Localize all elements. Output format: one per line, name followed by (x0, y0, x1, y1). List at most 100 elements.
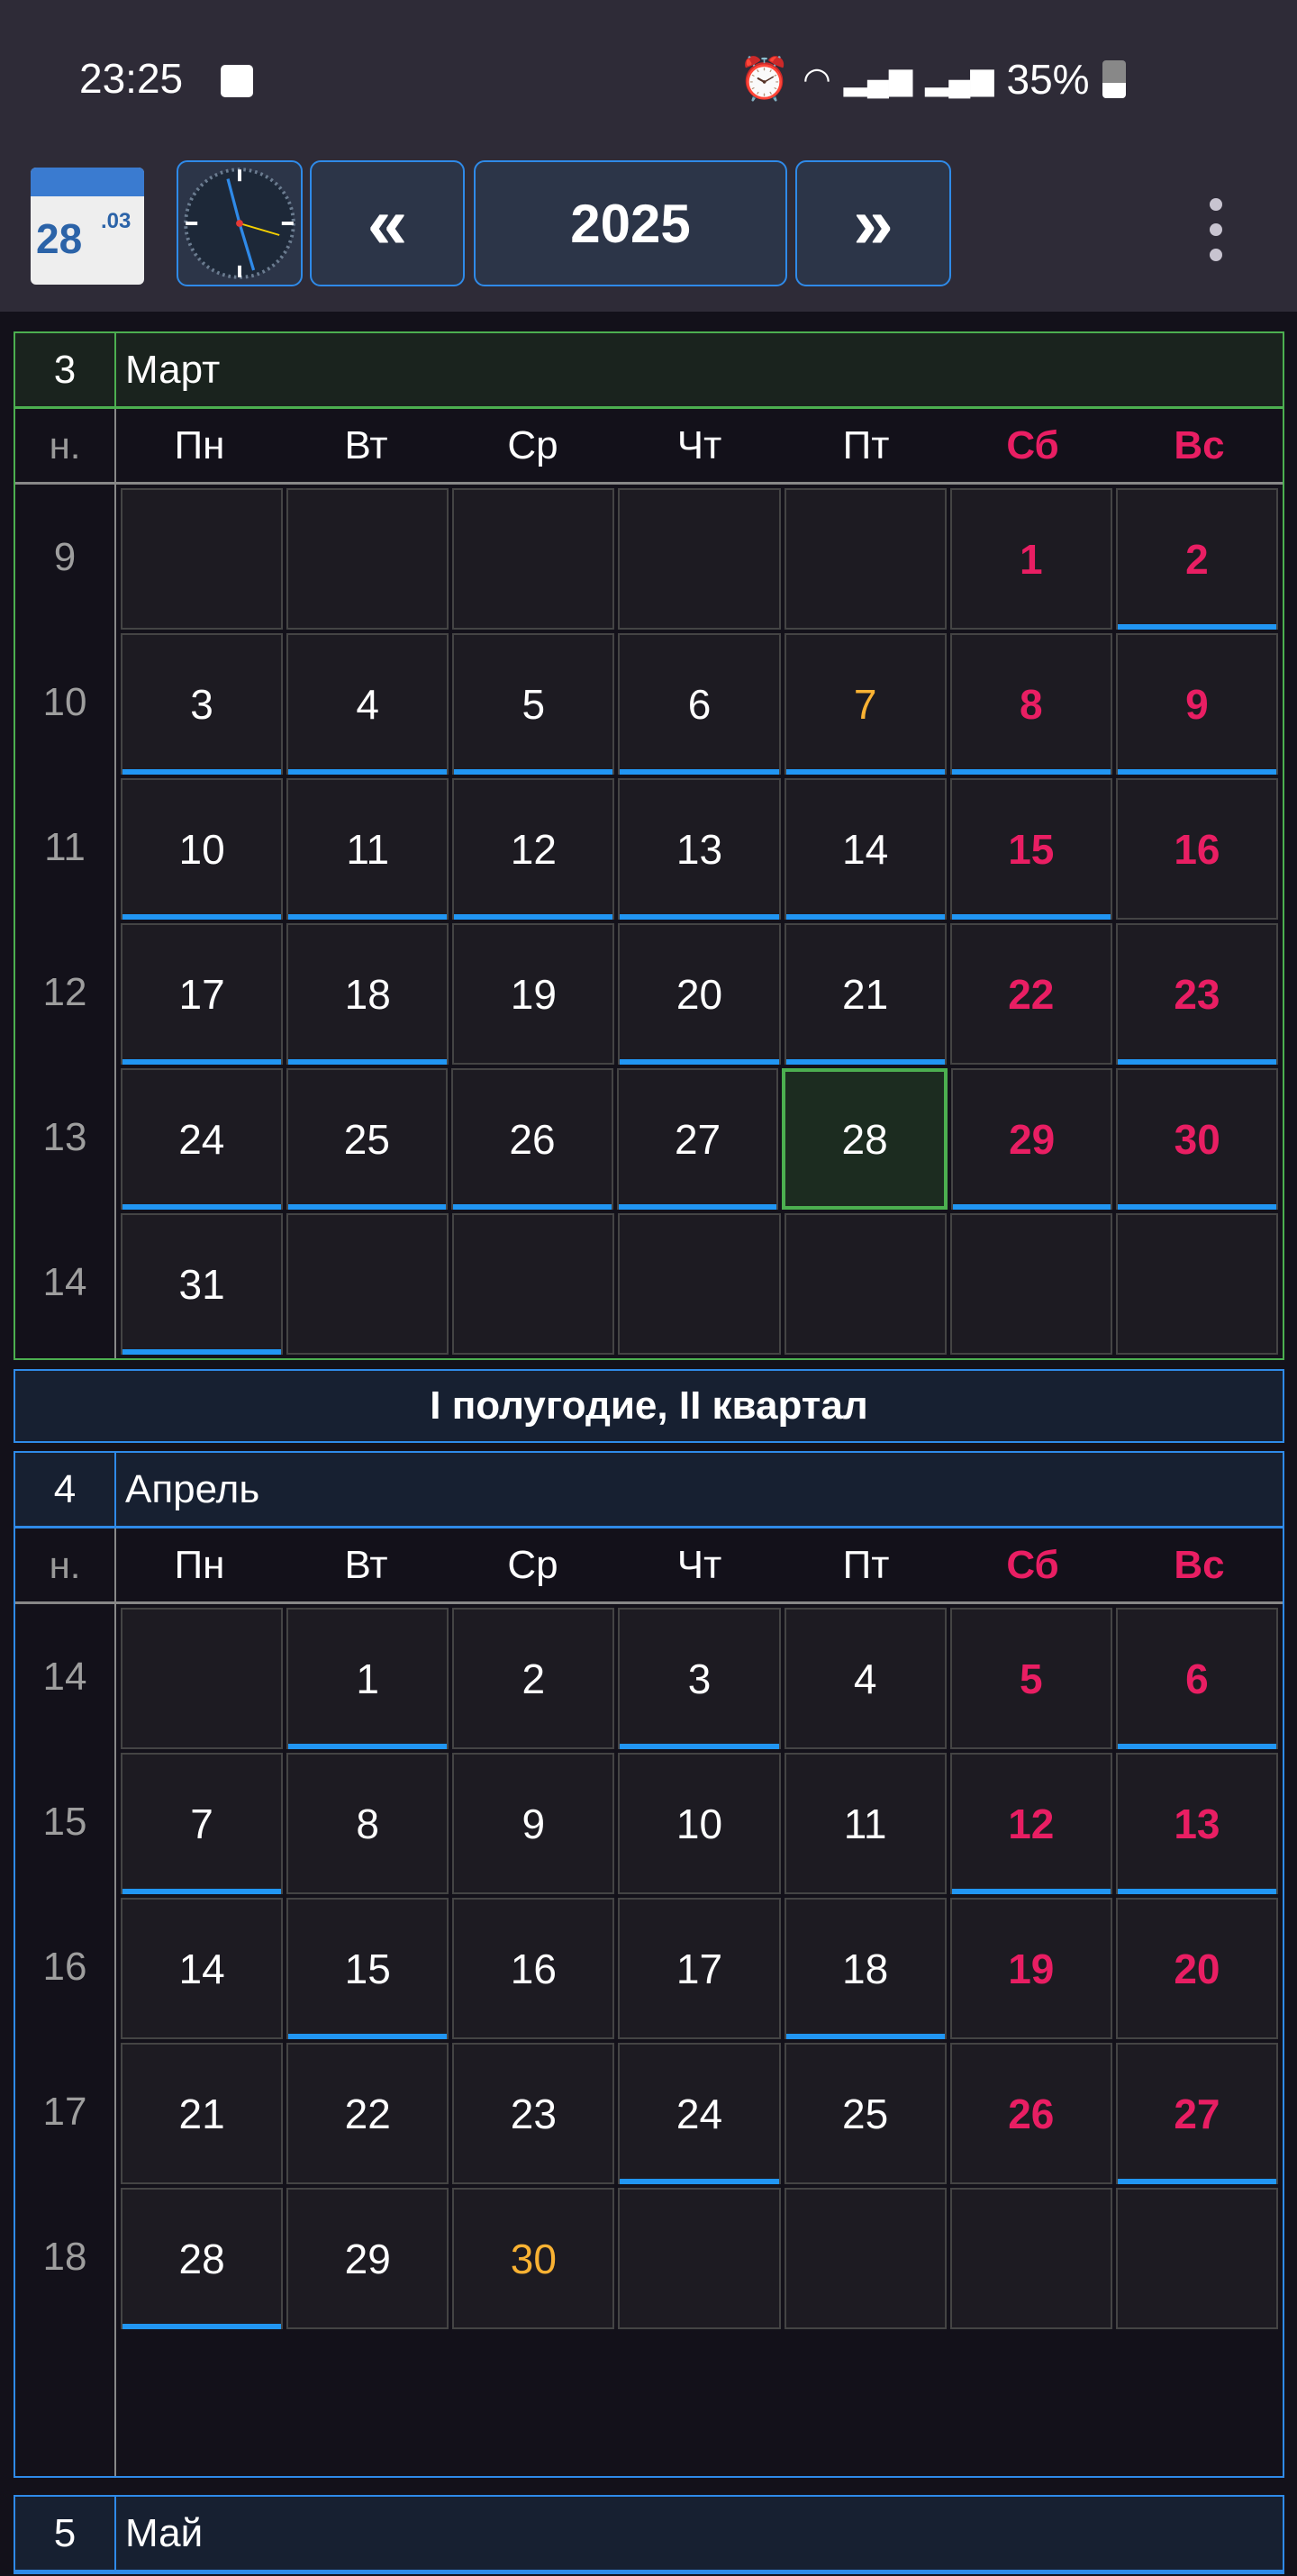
more-options-icon[interactable] (1207, 198, 1225, 261)
week-number: 14 (42, 1259, 87, 1304)
day-cell[interactable]: 21 (121, 2043, 284, 2184)
day-cell[interactable]: 30 (452, 2188, 615, 2329)
week-number: 11 (44, 824, 86, 869)
today-cell[interactable]: 28 (782, 1068, 948, 1210)
day-cell[interactable]: 18 (286, 923, 449, 1065)
day-cell[interactable]: 24 (121, 1068, 283, 1210)
day-cell[interactable]: 14 (121, 1898, 284, 2039)
day-cell[interactable]: 16 (452, 1898, 615, 2039)
day-cell[interactable]: 1 (949, 488, 1112, 630)
empty-day-cell (784, 1213, 947, 1355)
month-header[interactable]: 3 Март (15, 333, 1283, 409)
days-grid: 1 2 3 4 5 6 7 8 9 10 11 12 13 14 15 16 17 18 19 20 21 22 23 24 2… (116, 1604, 1283, 2476)
month-header[interactable]: 4 Апрель (15, 1453, 1283, 1528)
day-cell[interactable]: 23 (1115, 923, 1278, 1065)
day-cell[interactable]: 2 (1115, 488, 1278, 630)
clock-button[interactable] (177, 160, 303, 286)
day-cell[interactable]: 5 (949, 1608, 1112, 1749)
day-cell[interactable]: 15 (949, 778, 1112, 920)
day-cell[interactable]: 17 (121, 923, 284, 1065)
week-number: 18 (42, 2234, 87, 2279)
day-cell[interactable]: 15 (286, 1898, 449, 2039)
day-cell[interactable]: 4 (784, 1608, 947, 1749)
day-cell[interactable]: 3 (121, 633, 284, 775)
day-cell[interactable]: 28 (121, 2188, 284, 2329)
day-cell[interactable]: 11 (286, 778, 449, 920)
weekday-label: Пт (842, 422, 890, 467)
calendar-app-icon[interactable]: 28 .03 (31, 168, 144, 285)
day-cell[interactable]: 27 (1115, 2043, 1278, 2184)
day-cell[interactable]: 30 (1116, 1068, 1279, 1210)
week-numbers: 14 15 16 17 18 (15, 1604, 116, 2476)
day-cell[interactable]: 9 (1115, 633, 1278, 775)
day-cell[interactable]: 29 (286, 2188, 449, 2329)
calendar-icon-month: .03 (101, 209, 132, 233)
week-row: 31 (119, 1211, 1280, 1356)
day-cell[interactable]: 19 (949, 1898, 1112, 2039)
day-cell[interactable]: 13 (1115, 1753, 1278, 1894)
day-cell[interactable]: 2 (452, 1608, 615, 1749)
next-year-button[interactable]: » (795, 160, 951, 286)
month-number: 4 (15, 1453, 116, 1526)
previous-year-button[interactable]: « (310, 160, 465, 286)
weekday-label: Чт (676, 1542, 722, 1587)
year-selector[interactable]: 2025 (474, 160, 787, 286)
day-cell[interactable]: 9 (452, 1753, 615, 1894)
alarm-icon: ⏰ (739, 55, 791, 102)
day-cell[interactable]: 18 (784, 1898, 947, 2039)
status-time: 23:25 (79, 55, 184, 102)
month-block: 4 Апрель н. Пн Вт Ср Чт Пт Сб Вс 14 15 16 17 18 1 2 3 4 5 6… (14, 1451, 1284, 2478)
day-cell[interactable]: 6 (1115, 1608, 1278, 1749)
day-cell[interactable]: 3 (618, 1608, 781, 1749)
week-number: 9 (53, 534, 77, 579)
day-cell[interactable]: 20 (618, 923, 781, 1065)
day-cell[interactable]: 5 (452, 633, 615, 775)
day-cell[interactable]: 21 (784, 923, 947, 1065)
week-number: 12 (42, 969, 87, 1014)
toolbar: 28 .03 « 2025 » (0, 153, 1297, 312)
day-cell[interactable]: 26 (451, 1068, 613, 1210)
empty-day-cell (949, 1213, 1112, 1355)
day-cell[interactable]: 12 (452, 778, 615, 920)
day-cell[interactable]: 11 (784, 1753, 947, 1894)
signal-icon: ▂▄▆ (925, 61, 994, 96)
day-cell[interactable]: 14 (784, 778, 947, 920)
weekday-label: Пт (842, 1542, 890, 1587)
day-cell[interactable]: 7 (121, 1753, 284, 1894)
day-cell[interactable]: 1 (286, 1608, 449, 1749)
week-number: 15 (42, 1799, 87, 1844)
day-cell[interactable]: 6 (618, 633, 781, 775)
day-cell[interactable]: 13 (618, 778, 781, 920)
wifi-icon: ◠ (803, 59, 831, 97)
day-cell[interactable]: 10 (121, 778, 284, 920)
day-cell[interactable]: 24 (618, 2043, 781, 2184)
day-cell[interactable]: 20 (1115, 1898, 1278, 2039)
day-cell[interactable]: 31 (121, 1213, 284, 1355)
day-cell[interactable]: 22 (286, 2043, 449, 2184)
calendar-icon-day: 28 (36, 215, 83, 262)
day-cell[interactable]: 22 (949, 923, 1112, 1065)
day-cell[interactable]: 7 (784, 633, 947, 775)
weekday-header: н. Пн Вт Ср Чт Пт Сб Вс (15, 1528, 1283, 1604)
month-header[interactable]: 5 Май (15, 2497, 1283, 2572)
day-cell[interactable]: 4 (286, 633, 449, 775)
day-cell[interactable]: 25 (784, 2043, 947, 2184)
day-cell[interactable]: 16 (1115, 778, 1278, 920)
day-cell[interactable]: 26 (949, 2043, 1112, 2184)
day-cell[interactable]: 17 (618, 1898, 781, 2039)
week-column-label: н. (15, 1528, 116, 1601)
day-cell[interactable]: 29 (950, 1068, 1113, 1210)
day-cell[interactable]: 12 (949, 1753, 1112, 1894)
day-cell[interactable]: 8 (286, 1753, 449, 1894)
day-cell[interactable]: 10 (618, 1753, 781, 1894)
empty-day-cell (618, 1213, 781, 1355)
day-cell[interactable]: 23 (452, 2043, 615, 2184)
weekday-label: Ср (507, 1542, 558, 1587)
day-cell[interactable]: 25 (286, 1068, 449, 1210)
day-cell[interactable]: 19 (452, 923, 615, 1065)
day-cell[interactable]: 8 (949, 633, 1112, 775)
day-cell[interactable]: 27 (616, 1068, 779, 1210)
month-number: 3 (15, 333, 116, 406)
